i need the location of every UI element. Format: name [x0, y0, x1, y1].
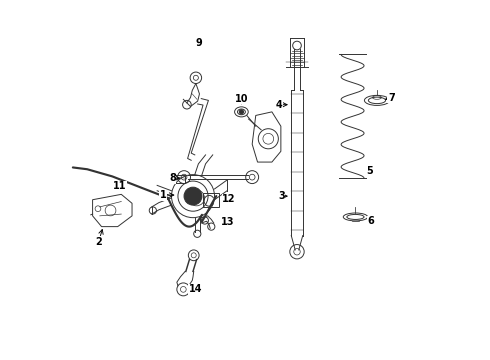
Text: 4: 4 [276, 100, 282, 110]
Text: 12: 12 [222, 194, 236, 204]
Text: 2: 2 [96, 237, 102, 247]
Text: 10: 10 [235, 94, 248, 104]
Circle shape [184, 187, 202, 205]
Text: 14: 14 [189, 284, 202, 294]
Text: 9: 9 [196, 38, 202, 48]
Text: 11: 11 [113, 181, 126, 191]
Text: 1: 1 [160, 190, 167, 200]
Text: 3: 3 [278, 191, 285, 201]
Text: 6: 6 [367, 216, 374, 226]
Circle shape [239, 110, 244, 114]
Text: 7: 7 [388, 93, 394, 103]
Text: 5: 5 [367, 166, 373, 176]
Text: 8: 8 [169, 173, 176, 183]
Text: 13: 13 [221, 217, 235, 227]
